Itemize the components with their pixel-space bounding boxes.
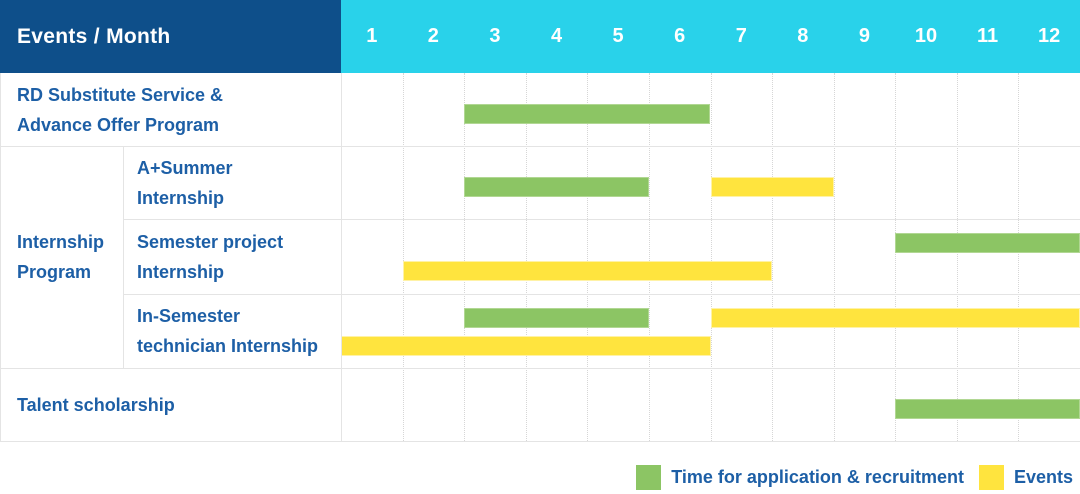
month-label-8: 8 <box>797 25 809 47</box>
row-divider <box>123 294 1080 295</box>
table-bottom-border <box>0 441 1080 442</box>
event-bar-row-2 <box>402 261 773 281</box>
application-bar-row-2 <box>895 233 1080 253</box>
month-label-6: 6 <box>674 25 686 47</box>
legend-label-application: Time for application & recruitment <box>671 466 964 487</box>
legend-item-event: Events <box>978 464 1073 490</box>
event-bar-row-1 <box>710 177 834 197</box>
month-label-1: 1 <box>366 25 378 47</box>
month-gridline <box>648 73 650 441</box>
label-grid-divider <box>341 73 342 441</box>
month-label-2: 2 <box>427 25 439 47</box>
group-label-text: Internship Program <box>17 232 105 282</box>
table-header-corner: Events / Month <box>0 0 341 73</box>
chart-area <box>341 73 1080 441</box>
month-label-5: 5 <box>612 25 624 47</box>
row-label-text: Semester project Internship <box>137 231 284 282</box>
legend-swatch-application <box>636 464 662 490</box>
sub-column-divider <box>123 146 124 368</box>
month-gridline <box>833 73 835 441</box>
row-label-text: RD Substitute Service & Advance Offer Pr… <box>17 84 224 135</box>
legend-label-event: Events <box>1013 466 1073 487</box>
month-gridline <box>895 73 897 441</box>
row-label-text: In-Semester technician Internship <box>137 306 319 356</box>
legend-swatch-event <box>978 464 1004 490</box>
month-label-4: 4 <box>550 25 563 47</box>
row-divider <box>0 368 1080 369</box>
month-label-9: 9 <box>858 25 870 47</box>
event-bar-row-3 <box>341 336 711 356</box>
row-divider <box>123 219 1080 220</box>
application-bar-row-0 <box>464 104 711 124</box>
month-gridline <box>772 73 774 441</box>
month-gridline <box>1018 73 1020 441</box>
legend-item-application: Time for application & recruitment <box>636 464 964 490</box>
row-label-text: A+Summer Internship <box>137 157 233 208</box>
month-gridline <box>587 73 589 441</box>
month-gridline <box>402 73 404 441</box>
row-label-rd-substitute: RD Substitute Service & Advance Offer Pr… <box>0 73 341 146</box>
application-bar-row-4 <box>895 399 1080 419</box>
group-label-internship-program: Internship Program <box>0 146 123 368</box>
row-label-in-semester-technician-internship: In-Semester technician Internship <box>123 294 341 368</box>
month-label-3: 3 <box>489 25 501 47</box>
row-label-a-plus-summer-internship: A+Summer Internship <box>123 146 341 219</box>
table-left-border <box>0 73 1 441</box>
application-bar-row-3 <box>464 308 649 328</box>
month-label-12: 12 <box>1038 25 1061 47</box>
month-label-10: 10 <box>914 25 938 47</box>
month-label-11: 11 <box>976 25 999 47</box>
table-title: Events / Month <box>17 24 171 48</box>
month-gridline <box>525 73 527 441</box>
row-label-semester-project-internship: Semester project Internship <box>123 219 341 294</box>
row-label-text: Talent scholarship <box>17 394 175 415</box>
legend: Time for application & recruitment Events <box>636 464 1073 490</box>
month-gridline <box>464 73 466 441</box>
month-gridline <box>956 73 958 441</box>
month-header-row: 1 2 3 4 5 6 7 8 9 10 11 12 <box>341 0 1080 73</box>
event-bar-row-3 <box>710 308 1080 328</box>
application-bar-row-1 <box>464 177 649 197</box>
month-label-7: 7 <box>735 25 747 47</box>
row-divider <box>0 146 1080 147</box>
row-label-talent-scholarship: Talent scholarship <box>0 368 341 441</box>
month-gridline <box>710 73 712 441</box>
